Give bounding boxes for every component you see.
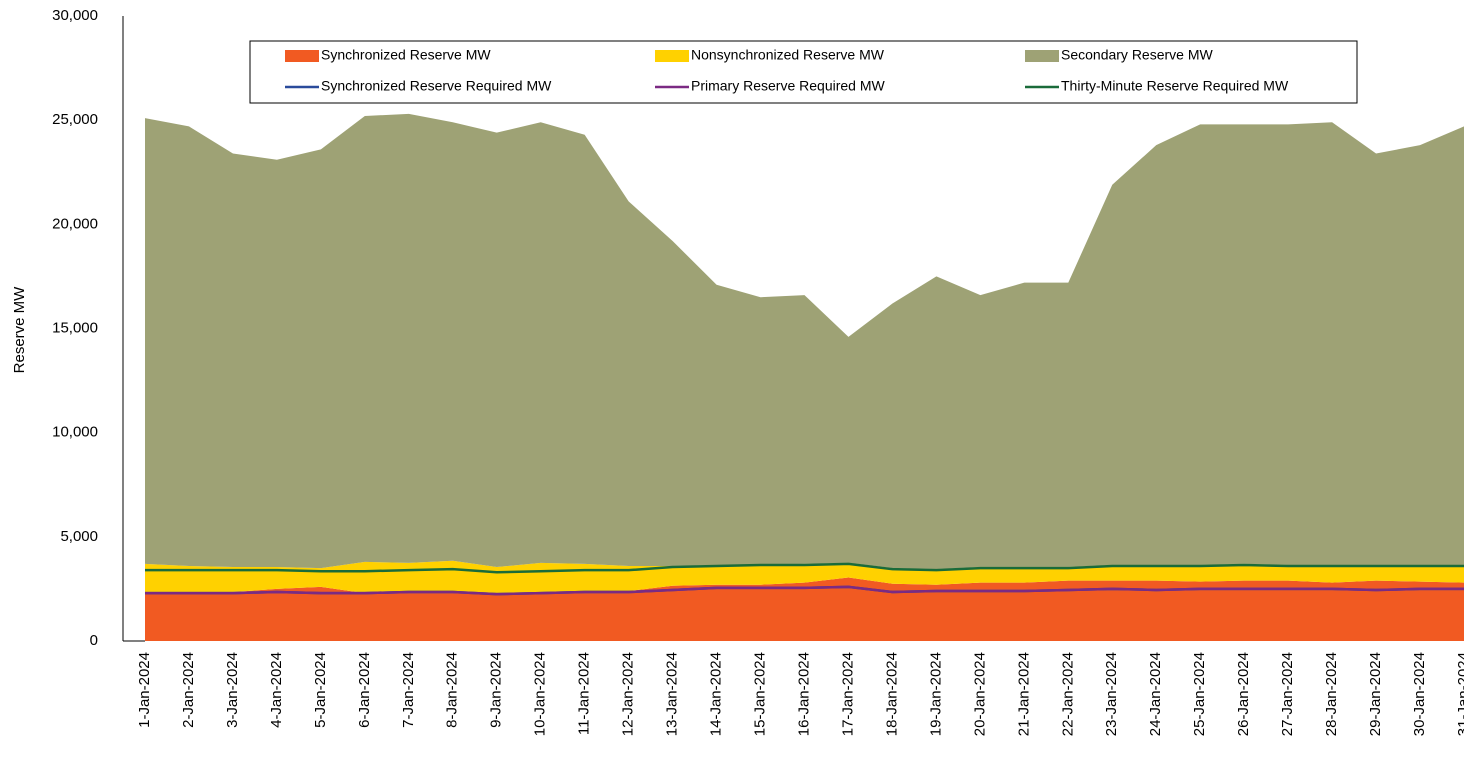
x-tick-label: 20-Jan-2024	[971, 652, 988, 736]
x-tick-label: 29-Jan-2024	[1367, 652, 1384, 736]
x-tick-label: 12-Jan-2024	[620, 652, 637, 736]
x-tick-label: 28-Jan-2024	[1323, 652, 1340, 736]
x-tick-label: 18-Jan-2024	[883, 652, 900, 736]
x-tick-label: 15-Jan-2024	[752, 652, 769, 736]
x-tick-label: 1-Jan-2024	[136, 652, 153, 728]
y-tick-label: 30,000	[52, 7, 98, 24]
x-tick-label: 8-Jan-2024	[444, 652, 461, 728]
x-tick-label: 11-Jan-2024	[576, 652, 593, 735]
x-tick-label: 27-Jan-2024	[1279, 652, 1296, 736]
legend-label: Thirty-Minute Reserve Required MW	[1061, 78, 1289, 94]
y-tick-label: 10,000	[52, 424, 98, 441]
x-tick-label: 10-Jan-2024	[532, 652, 549, 736]
x-tick-label: 6-Jan-2024	[356, 652, 373, 728]
legend: Synchronized Reserve MW Nonsynchronized R…	[249, 40, 1358, 104]
x-tick-label: 5-Jan-2024	[312, 652, 329, 728]
legend-label: Synchronized Reserve Required MW	[321, 78, 552, 94]
area	[145, 560, 1464, 595]
x-tick-label: 26-Jan-2024	[1235, 652, 1252, 736]
x-tick-label: 24-Jan-2024	[1147, 652, 1164, 736]
x-tick-label: 19-Jan-2024	[927, 652, 944, 736]
x-tick-label: 22-Jan-2024	[1059, 652, 1076, 736]
legend-swatch	[655, 50, 689, 62]
x-tick-label: 23-Jan-2024	[1103, 652, 1120, 736]
y-tick-label: 25,000	[52, 111, 98, 128]
line	[145, 562, 1464, 574]
y-axis-title: Reserve MW	[11, 286, 28, 374]
legend-swatch	[285, 50, 319, 62]
legend-label: Primary Reserve Required MW	[691, 78, 885, 94]
x-tick-label: 13-Jan-2024	[664, 652, 681, 736]
x-tick-label: 7-Jan-2024	[400, 652, 417, 728]
x-tick-label: 2-Jan-2024	[180, 652, 197, 728]
x-tick-label: 21-Jan-2024	[1015, 652, 1032, 736]
x-tick-label: 3-Jan-2024	[224, 652, 241, 728]
x-tick-label: 25-Jan-2024	[1191, 652, 1208, 736]
x-tick-label: 31-Jan-2024	[1455, 652, 1464, 736]
legend-box	[249, 40, 1358, 104]
legend-swatch	[1025, 50, 1059, 62]
y-tick-label: 15,000	[52, 319, 98, 336]
x-tick-label: 17-Jan-2024	[839, 652, 856, 736]
legend-label: Secondary Reserve MW	[1061, 47, 1214, 63]
x-tick-label: 14-Jan-2024	[708, 652, 725, 736]
legend-label: Nonsynchronized Reserve MW	[691, 47, 885, 63]
x-tick-label: 16-Jan-2024	[795, 652, 812, 736]
y-tick-label: 5,000	[60, 528, 98, 545]
x-tick-label: 4-Jan-2024	[268, 652, 285, 728]
y-tick-label: 20,000	[52, 215, 98, 232]
x-tick-label: 9-Jan-2024	[488, 652, 505, 728]
legend-label: Synchronized Reserve MW	[321, 47, 491, 63]
line	[145, 585, 1464, 596]
y-tick-label: 0	[90, 632, 98, 649]
area	[145, 113, 1464, 570]
x-tick-label: 30-Jan-2024	[1411, 652, 1428, 736]
